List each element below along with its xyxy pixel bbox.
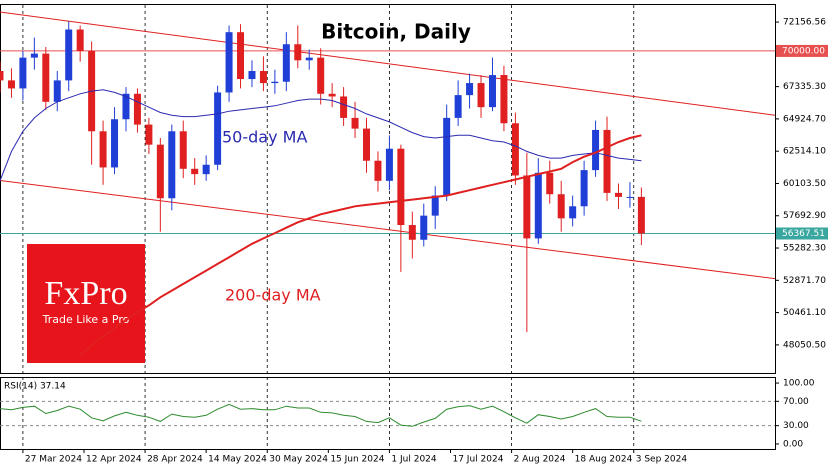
candle-body [99,131,107,168]
candle-body [351,117,359,129]
candle-body [328,93,336,97]
x-tick-label: 30 May 2024 [269,455,328,465]
rsi-tick-label: 100.00 [783,379,815,389]
candle-body [374,160,382,181]
y-tick-label: 67335.30 [783,82,826,92]
x-tick-label: 2 Aug 2024 [514,455,566,465]
y-tick-label: 64924.70 [783,114,826,124]
x-tick-label: 15 Jun 2024 [330,455,384,465]
candle-body [305,57,313,61]
candle-body [626,196,634,198]
candle-body [557,194,565,219]
candle-body [168,131,176,199]
candle-body [340,96,348,118]
candle-body [443,117,451,196]
x-tick-label: 1 Jul 2024 [391,455,436,465]
candle-body [431,195,439,216]
candle-body [19,57,27,89]
candle-body [248,71,256,80]
candle-body [385,148,393,181]
candle-body [122,93,130,120]
candle-body [282,44,290,82]
channel-lower [0,179,776,280]
price-label-box [776,227,828,240]
price-label: 70000.00 [782,46,825,56]
logo-tagline: Trade Like a Pro [42,313,130,326]
rsi-panel [0,377,776,450]
candle-body [271,81,279,84]
candle-body [454,95,462,118]
price-label-box [776,44,828,57]
candle-body [477,83,485,108]
candle-body [500,75,508,124]
candle-body [523,175,531,239]
candle-body [580,170,588,207]
candle-body [466,83,474,96]
candle-body [0,71,4,81]
candle-body [42,53,50,102]
candle-body [534,172,542,239]
candle-body [202,164,210,175]
candle-body [179,131,187,169]
candle-body [214,92,222,165]
candle-body [488,75,496,108]
rsi-tick-label: 0.00 [783,439,803,449]
y-tick-label: 72156.56 [783,18,826,28]
candle-body [65,29,73,81]
candle-body [408,225,416,240]
candle-body [546,172,554,195]
ma200-label: 200-day MA [225,286,321,305]
moving-average [0,89,642,181]
x-tick-label: 18 Aug 2024 [575,455,633,465]
candle-body [156,144,164,199]
candle-body [569,206,577,219]
candle-body [511,123,519,176]
x-tick-label: 28 Apr 2024 [147,455,203,465]
candle-body [7,80,15,89]
moving-average [79,134,642,356]
candle-body [637,196,645,234]
logo-box [27,244,145,363]
x-tick-label: 17 Jul 2024 [452,455,503,465]
x-tick-label: 27 Mar 2024 [25,455,82,465]
candle-body [30,53,38,58]
y-tick-label: 57692.90 [783,211,826,221]
candle-body [294,44,302,61]
candle-body [603,129,611,193]
channel-upper [0,11,776,116]
chart-title: Bitcoin, Daily [321,20,471,44]
candle-body [397,148,405,226]
price-label: 56367.51 [782,229,825,239]
ma50-label: 50-day MA [222,128,307,147]
candle-body [259,71,267,84]
candle-body [76,29,84,51]
y-tick-label: 62514.10 [783,147,826,157]
x-tick-label: 14 May 2024 [208,455,267,465]
candle-body [191,168,199,175]
candle-body [592,129,600,171]
candle-body [237,32,245,80]
rsi-tick-label: 70.00 [783,397,809,407]
y-tick-label: 52871.70 [783,276,826,286]
rsi-tick-label: 30.00 [783,421,809,431]
candle-body [363,128,371,161]
candle-body [145,124,153,145]
y-tick-label: 48050.50 [783,340,826,350]
x-tick-label: 12 Apr 2024 [86,455,142,465]
y-tick-label: 55282.30 [783,244,826,254]
candle-body [614,192,622,197]
candle-body [225,32,233,93]
candle-body [111,119,119,168]
candle-body [133,93,141,125]
logo-title: FxPro [44,275,127,312]
rsi-line [0,403,642,427]
x-tick-label: 3 Sep 2024 [636,455,688,465]
y-tick-label: 60103.50 [783,179,826,189]
rsi-title: RSI(14) 37.14 [4,382,66,392]
candle-body [317,57,325,94]
y-tick-label: 50461.10 [783,308,826,318]
candle-body [420,215,428,240]
candle-body [53,80,61,102]
